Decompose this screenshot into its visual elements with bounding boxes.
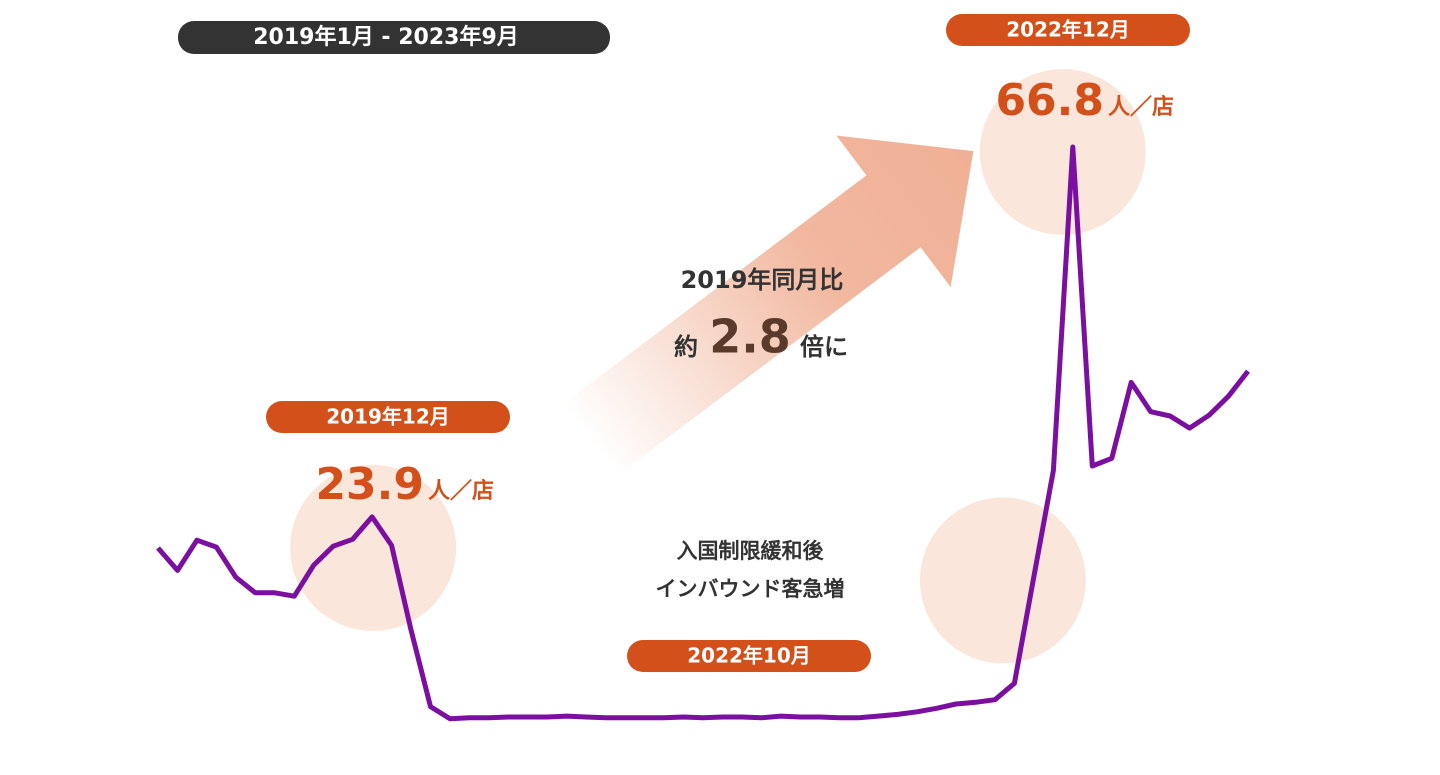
date-badge — [946, 14, 1190, 46]
highlight-circle — [290, 464, 457, 631]
event-note: 入国制限緩和後 — [677, 539, 825, 563]
event-note: インバウンド客急増 — [656, 577, 845, 601]
date-label: 2019年12月 — [326, 405, 450, 429]
unit-label: 人／店 — [428, 479, 494, 504]
date-label: 2022年10月 — [687, 644, 811, 668]
ratio-note: 2019年同月比 — [681, 266, 844, 294]
ratio: 2.8 — [709, 310, 791, 364]
unit-label: 人／店 — [1108, 95, 1174, 120]
highlight-circle — [979, 69, 1146, 235]
period: 2019年1月 - 2023年9月 — [253, 24, 519, 50]
highlight-circle — [919, 497, 1086, 664]
ratio-suffix: 倍に — [800, 333, 848, 361]
trend-arrow — [562, 135, 974, 476]
data-line — [156, 144, 1250, 722]
date-badge — [627, 640, 871, 672]
value-label: 66.8 — [995, 75, 1104, 126]
period-badge — [178, 21, 610, 54]
date-badge — [266, 401, 510, 433]
date-label: 2022年12月 — [1006, 18, 1130, 42]
value-label: 23.9 — [315, 459, 424, 510]
ratio-prefix: 約 — [674, 333, 698, 361]
